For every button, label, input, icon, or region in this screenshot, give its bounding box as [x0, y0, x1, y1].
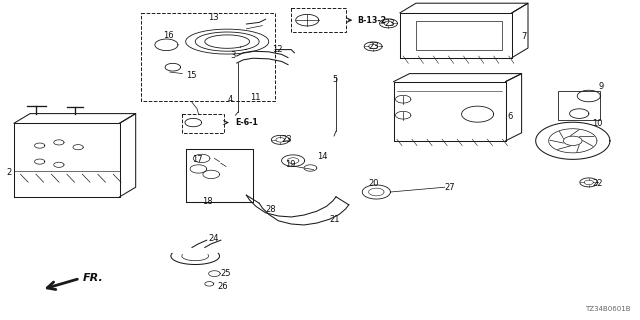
Text: 4: 4	[227, 95, 232, 104]
Text: 11: 11	[250, 93, 260, 102]
Text: 16: 16	[163, 31, 174, 40]
Bar	[558, 91, 600, 120]
Text: 18: 18	[202, 197, 212, 206]
Text: 27: 27	[445, 183, 456, 192]
Text: 13: 13	[208, 13, 219, 22]
Text: 23: 23	[282, 135, 292, 144]
Text: 28: 28	[266, 205, 276, 214]
Bar	[291, 8, 346, 32]
Text: 9: 9	[598, 82, 604, 91]
Text: 10: 10	[592, 119, 602, 128]
Text: 23: 23	[368, 42, 379, 51]
Text: TZ34B0601B: TZ34B0601B	[585, 306, 630, 312]
Text: 24: 24	[208, 234, 218, 243]
Text: 19: 19	[285, 160, 295, 169]
Text: 25: 25	[221, 269, 231, 278]
Text: 5: 5	[333, 76, 338, 84]
Bar	[416, 21, 502, 50]
Text: 2: 2	[6, 168, 12, 177]
Text: 12: 12	[272, 45, 282, 54]
Text: 26: 26	[218, 282, 228, 291]
Text: B-13-2: B-13-2	[357, 16, 387, 25]
Text: 20: 20	[368, 180, 378, 188]
Text: 22: 22	[592, 180, 602, 188]
Text: 15: 15	[186, 71, 196, 80]
Text: 6: 6	[508, 112, 513, 121]
Text: 21: 21	[330, 215, 340, 224]
Text: 23: 23	[384, 19, 395, 28]
Bar	[182, 114, 224, 133]
Text: 17: 17	[192, 156, 203, 164]
Text: 3: 3	[230, 52, 236, 60]
Text: 7: 7	[522, 32, 527, 41]
Bar	[141, 13, 275, 101]
Text: FR.: FR.	[83, 273, 104, 284]
Text: E-6-1: E-6-1	[236, 118, 259, 127]
Text: 14: 14	[317, 152, 327, 161]
